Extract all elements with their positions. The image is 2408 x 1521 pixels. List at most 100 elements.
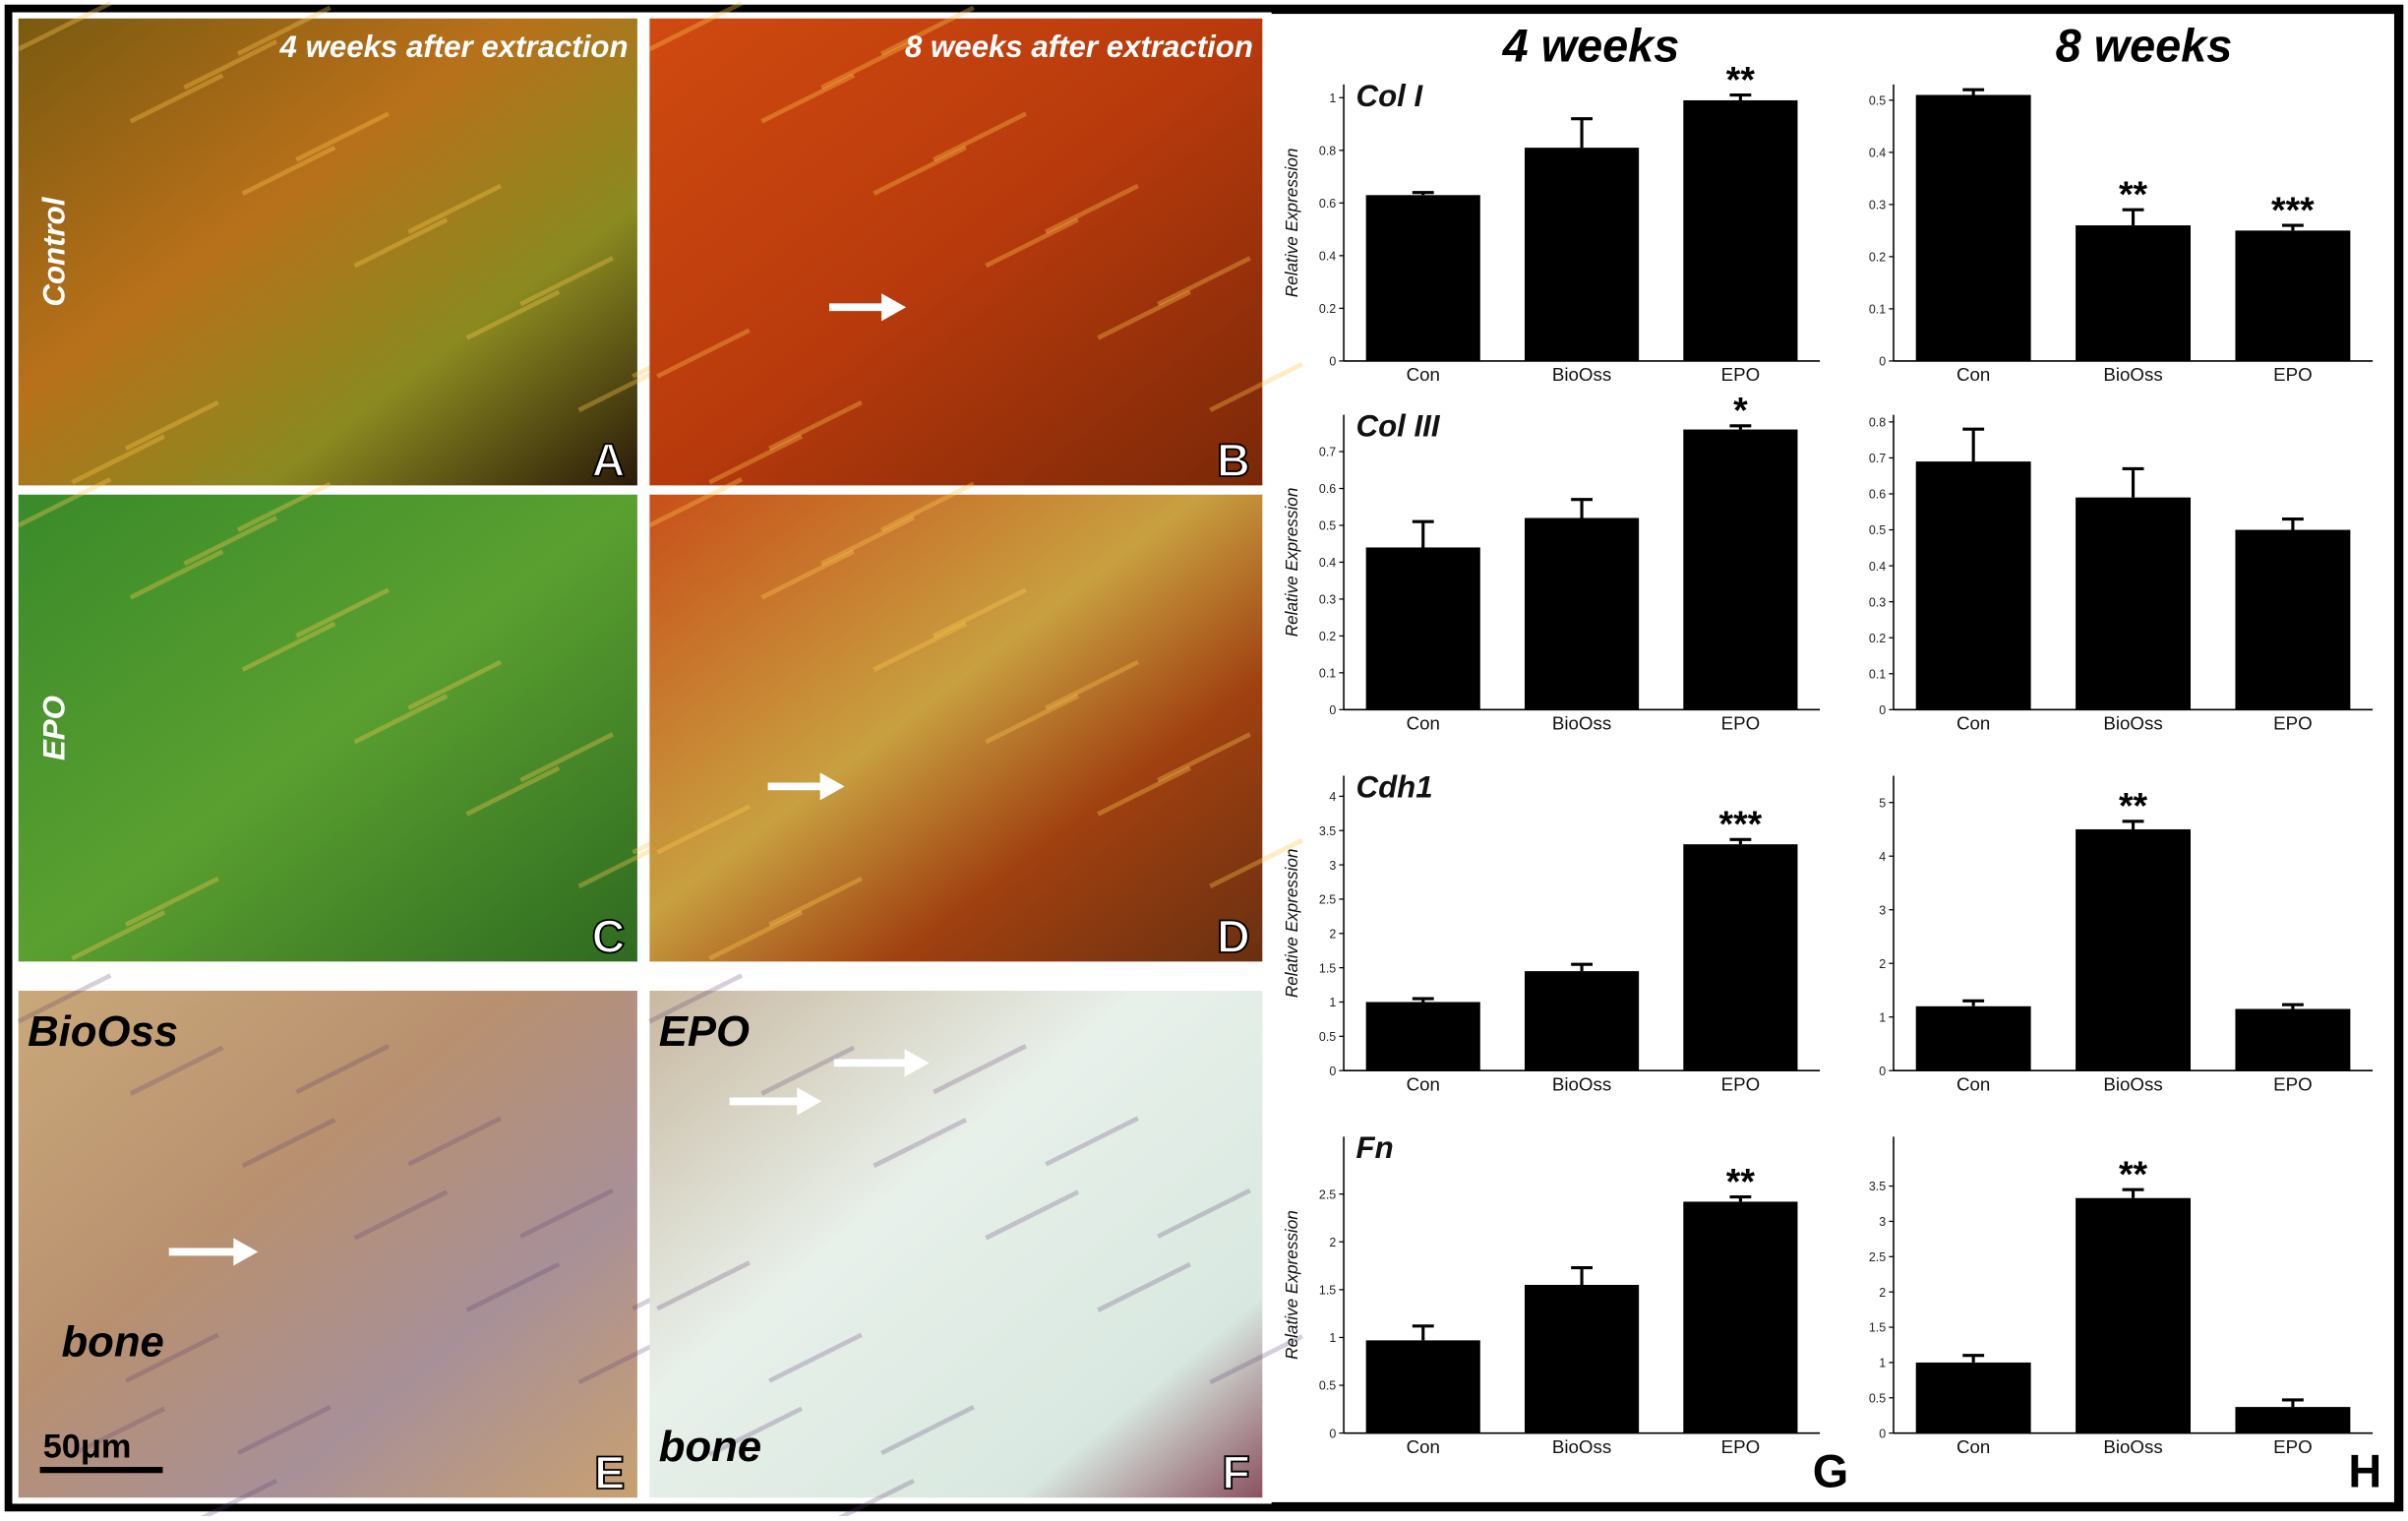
y-tick-label: 0.7: [1319, 446, 1336, 459]
y-tick-label: 1.5: [1319, 1284, 1336, 1298]
texture: [295, 1044, 391, 1095]
texture: [519, 1187, 614, 1239]
panel-letter: F: [1222, 1447, 1250, 1498]
y-tick-label: 0.5: [1319, 1379, 1336, 1393]
significance: **: [2119, 785, 2148, 826]
bar: [2076, 828, 2191, 1071]
error-bar: [2281, 223, 2304, 231]
bar: [1365, 1002, 1480, 1071]
y-tick-label: 2.5: [1319, 893, 1336, 907]
error-bar: [1962, 88, 1985, 95]
arrow-head: [819, 772, 845, 801]
chart-letter: G: [1813, 1445, 1848, 1496]
y-tick-label: 1: [1879, 1010, 1886, 1024]
texture: [656, 804, 751, 855]
texture: [17, 1, 112, 52]
bar: [1915, 1005, 2031, 1071]
y-tick-label: 0: [1329, 1427, 1336, 1440]
bar: [1683, 99, 1798, 361]
texture: [407, 1116, 503, 1167]
y-tick-label: 0.6: [1869, 488, 1886, 502]
y-tick-label: 3: [1329, 859, 1336, 873]
tissue-label: bone: [61, 1318, 163, 1367]
error-bar: [1962, 999, 1985, 1006]
x-tick-label: Con: [1407, 1074, 1440, 1095]
error-bar: [1412, 1324, 1434, 1341]
y-tick-label: 0: [1879, 1427, 1886, 1440]
y-tick-label: 0.5: [1869, 93, 1886, 107]
texture: [236, 1405, 331, 1456]
y-tick-label: 3: [1879, 903, 1886, 917]
y-tick-label: 2.5: [1869, 1250, 1886, 1264]
y-tick-label: 4: [1329, 790, 1336, 804]
error-bar: [1729, 424, 1752, 430]
texture: [880, 5, 975, 56]
bar: [2076, 497, 2191, 710]
bar: [1365, 1340, 1480, 1433]
x-tick-label: BioOss: [1552, 713, 1611, 734]
y-tick-label: 1: [1329, 1331, 1336, 1345]
y-tick-label: 0.5: [1319, 519, 1336, 533]
texture: [353, 694, 449, 745]
y-tick-label: 0.3: [1319, 593, 1336, 607]
texture: [1045, 183, 1139, 234]
arrow-head: [904, 1049, 930, 1077]
y-tick-label: 3: [1879, 1215, 1886, 1229]
texture: [708, 910, 804, 961]
significance: ***: [1719, 803, 1763, 844]
texture: [124, 399, 219, 452]
y-tick-label: 0.4: [1869, 147, 1886, 160]
y-tick-label: 0: [1329, 355, 1336, 369]
texture: [1097, 1261, 1191, 1312]
bar: [2235, 230, 2351, 361]
x-tick-label: EPO: [1721, 1436, 1761, 1457]
panel-caption: 8 weeks after extraction: [905, 30, 1253, 64]
texture: [353, 1189, 449, 1241]
x-tick-label: Con: [1407, 364, 1440, 385]
texture: [708, 434, 804, 485]
texture: [129, 549, 224, 600]
texture: [407, 659, 503, 710]
error-bar: [1729, 837, 1752, 845]
texture: [768, 399, 863, 452]
panel-letter: B: [1217, 435, 1250, 486]
significance: **: [1726, 58, 1756, 99]
bar: [1683, 844, 1798, 1071]
chart-letter: H: [2348, 1445, 2381, 1496]
y-tick-label: 5: [1879, 796, 1886, 810]
x-tick-label: Con: [1956, 1074, 1990, 1095]
bar: [2235, 1008, 2351, 1071]
texture: [873, 1118, 968, 1169]
panel-letter: C: [592, 911, 626, 962]
error-bar: [2122, 820, 2144, 829]
texture: [71, 434, 166, 485]
y-axis-label: Relative Expression: [1282, 1210, 1301, 1360]
y-tick-label: 0.5: [1869, 1391, 1886, 1405]
x-tick-label: Con: [1407, 1436, 1440, 1457]
y-tick-label: 0.6: [1319, 197, 1336, 211]
y-tick-label: 1: [1329, 996, 1336, 1009]
texture: [295, 111, 391, 162]
texture: [465, 289, 561, 340]
texture: [656, 328, 751, 379]
y-tick-label: 0.8: [1319, 144, 1336, 157]
texture: [129, 73, 224, 124]
error-bar: [2122, 208, 2144, 226]
texture: [519, 732, 614, 783]
y-tick-label: 0.6: [1319, 482, 1336, 496]
error-bar: [1571, 498, 1593, 518]
significance: **: [2119, 1153, 2148, 1194]
bar: [1524, 971, 1640, 1071]
y-tick-label: 0.1: [1319, 667, 1336, 681]
y-tick-label: 1: [1879, 1357, 1886, 1370]
bar: [1524, 148, 1640, 361]
y-tick-label: 1: [1329, 91, 1336, 105]
y-tick-label: 0.2: [1869, 251, 1886, 265]
y-tick-label: 0.1: [1869, 303, 1886, 317]
y-tick-label: 0: [1879, 703, 1886, 717]
texture: [768, 876, 863, 927]
texture: [241, 621, 336, 672]
micrograph: [649, 991, 1263, 1498]
bar: [2235, 529, 2351, 710]
texture: [1157, 732, 1251, 783]
